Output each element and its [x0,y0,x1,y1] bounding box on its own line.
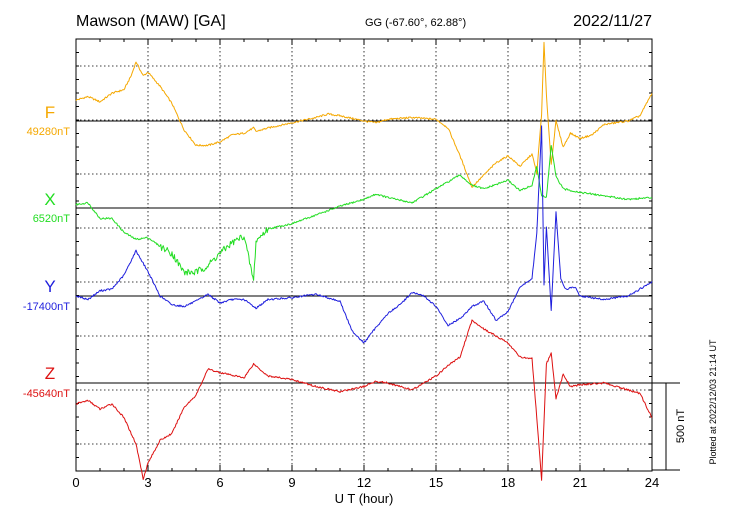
series-name-z: Z [45,364,55,383]
x-tick-label: 9 [288,475,295,490]
grid [76,39,652,471]
series-line-y [75,125,653,344]
axis-ticks [75,38,653,472]
series-baseline-z: -45640nT [23,388,70,400]
station-title: Mawson (MAW) [GA] [76,13,226,30]
coordinates-label: GG (-67.60°, 62.88°) [365,17,466,29]
plotted-timestamp: Plotted at 2022/12/03 21:14 UT [708,339,718,465]
x-tick-label: 3 [144,475,151,490]
x-tick-label: 21 [573,475,587,490]
date-label: 2022/11/27 [573,13,652,30]
scale-bar-label: 500 nT [675,409,687,444]
x-tick-label: 6 [216,475,223,490]
series-line-z [75,319,653,481]
x-tick-label: 12 [357,475,371,490]
x-tick-label: 18 [501,475,515,490]
series-name-f: F [45,103,55,122]
series-baseline-f: 49280nT [27,126,71,138]
x-tick-label: 24 [645,475,659,490]
series-line-f [75,41,653,188]
x-axis-title: U T (hour) [335,491,394,506]
series-baseline-x: 6520nT [33,213,71,225]
series-labels: F 49280nT X 6520nT Y -17400nT Z -45640nT [23,103,70,400]
series-baseline-y: -17400nT [23,301,70,313]
series-line-x [75,145,653,281]
series-name-x: X [44,190,55,209]
series-lines [75,41,653,481]
x-tick-label: 15 [429,475,443,490]
x-tick-label: 0 [72,475,79,490]
scale-bar: 500 nT [652,382,687,471]
x-tick-labels: 0 3 6 9 12 15 18 21 24 [72,475,659,490]
series-name-y: Y [44,277,55,296]
